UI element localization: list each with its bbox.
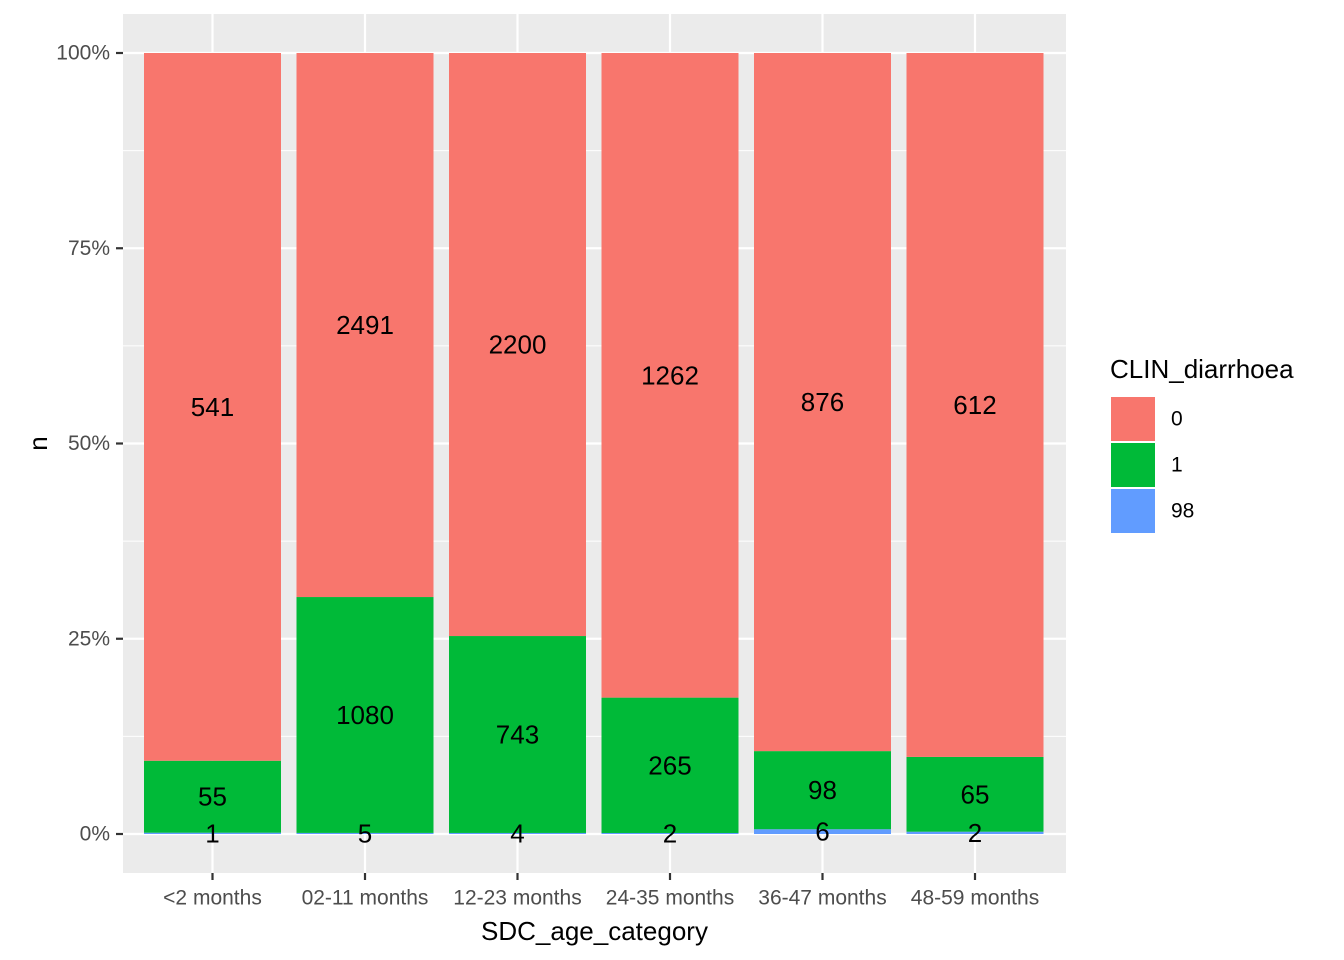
bar-value-label: 2200 xyxy=(489,330,547,360)
bar-segment xyxy=(449,832,586,834)
x-axis-title: SDC_age_category xyxy=(481,916,708,946)
bar-value-label: 1 xyxy=(205,818,219,848)
legend: CLIN_diarrhoea 0 1 98 xyxy=(1110,354,1294,533)
bar-segment xyxy=(601,697,739,833)
bar-value-label: 2491 xyxy=(336,310,394,340)
legend-key-swatch xyxy=(1111,489,1155,533)
bar-value-label: 65 xyxy=(961,779,990,809)
bar-segment xyxy=(296,832,434,834)
x-tick-label: 02-11 months xyxy=(302,887,429,910)
bar-segment xyxy=(296,597,434,833)
bar-value-label: 55 xyxy=(198,782,227,812)
bar-segment xyxy=(449,636,586,833)
bar-segment xyxy=(296,53,434,598)
bar-value-label: 5 xyxy=(358,818,372,848)
bar-segment xyxy=(754,829,891,834)
bar-value-label: 2 xyxy=(663,818,677,848)
y-axis-title: n xyxy=(23,436,53,450)
x-tick-label: 12-23 months xyxy=(453,887,581,910)
bar-segment xyxy=(144,832,281,834)
bar-segment xyxy=(754,751,891,830)
bar-segment xyxy=(601,53,739,698)
bar-labels: 1555415108024914743220022651262698876265… xyxy=(191,310,997,848)
y-tick-label: 75% xyxy=(68,237,110,260)
y-tick-label: 50% xyxy=(68,432,110,455)
legend-key-label: 98 xyxy=(1171,500,1194,523)
legend-title: CLIN_diarrhoea xyxy=(1110,354,1294,384)
bar-segment xyxy=(906,756,1044,832)
legend-items: 0 1 98 xyxy=(1111,397,1194,533)
bars xyxy=(144,53,1044,834)
y-tick-label: 25% xyxy=(68,627,110,650)
legend-key-swatch xyxy=(1111,443,1155,487)
y-axis: 0% 25% 50% 75% 100% xyxy=(56,42,123,846)
bar-segment xyxy=(906,831,1044,834)
bar-value-label: 612 xyxy=(953,390,996,420)
bar-value-label: 876 xyxy=(801,387,844,417)
bar-value-label: 1262 xyxy=(641,360,699,390)
legend-key-label: 0 xyxy=(1171,408,1183,431)
x-tick-label: 24-35 months xyxy=(606,887,734,910)
y-tick-label: 0% xyxy=(80,823,110,846)
x-axis: <2 months 02-11 months 12-23 months 24-35 m… xyxy=(163,873,1039,910)
x-tick-label: 48-59 months xyxy=(911,887,1039,910)
x-tick-label: <2 months xyxy=(163,887,262,910)
bar-segment xyxy=(906,53,1044,757)
bar-value-label: 2 xyxy=(968,818,982,848)
bar-segment xyxy=(449,53,586,637)
bar-segment xyxy=(601,832,739,834)
bar-value-label: 743 xyxy=(496,719,539,749)
bar-segment xyxy=(144,53,281,761)
bar-value-label: 98 xyxy=(808,775,837,805)
bar-segment xyxy=(754,53,891,752)
bar-value-label: 265 xyxy=(648,750,691,780)
bar-value-label: 6 xyxy=(815,817,829,847)
y-tick-label: 100% xyxy=(56,42,110,65)
bar-value-label: 541 xyxy=(191,392,234,422)
bar-value-label: 4 xyxy=(510,818,524,848)
x-tick-label: 36-47 months xyxy=(758,887,886,910)
legend-key-swatch xyxy=(1111,397,1155,441)
bar-segment xyxy=(144,760,281,833)
legend-key-label: 1 xyxy=(1171,454,1183,477)
bar-value-label: 1080 xyxy=(336,700,394,730)
